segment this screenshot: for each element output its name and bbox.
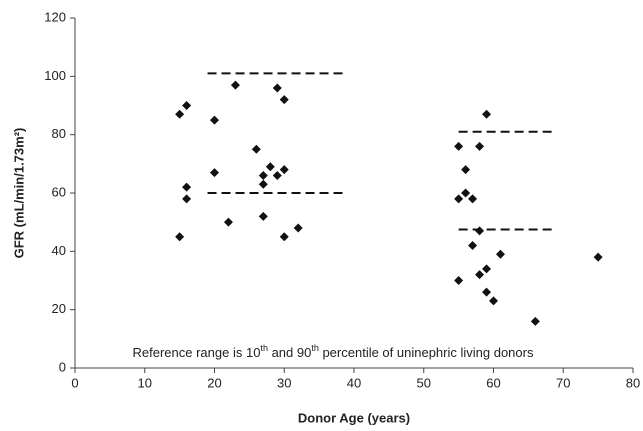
annotation-part: percentile of uninephric living donors — [319, 345, 534, 360]
data-point — [272, 83, 282, 93]
data-point — [223, 217, 233, 227]
data-point — [461, 188, 471, 198]
y-tick-label: 60 — [52, 184, 66, 199]
y-tick-label: 120 — [44, 9, 66, 24]
data-point — [279, 95, 289, 105]
data-point — [258, 179, 268, 189]
data-point — [265, 162, 275, 172]
data-point — [251, 144, 261, 154]
data-point — [495, 249, 505, 259]
data-point — [482, 287, 492, 297]
data-point — [475, 226, 485, 236]
data-point — [279, 165, 289, 175]
y-tick-label: 100 — [44, 68, 66, 83]
annotation-part: th — [260, 343, 268, 353]
y-tick-label: 0 — [59, 359, 66, 374]
x-tick-label: 10 — [138, 375, 152, 390]
data-point — [182, 194, 192, 204]
data-point — [258, 211, 268, 221]
data-point — [182, 182, 192, 192]
x-tick-label: 20 — [207, 375, 221, 390]
data-point — [489, 296, 498, 306]
data-point — [593, 252, 603, 262]
data-point — [293, 223, 303, 233]
x-tick-label: 70 — [556, 375, 570, 390]
annotation: Reference range is 10th and 90th percent… — [133, 343, 534, 360]
data-point — [175, 109, 185, 119]
data-point — [258, 171, 268, 180]
data-point — [272, 171, 282, 180]
data-point — [468, 241, 478, 250]
x-tick-label: 80 — [626, 375, 640, 390]
annotation-part: and 90 — [268, 345, 311, 360]
x-tick-label: 60 — [486, 375, 500, 390]
data-point — [210, 168, 219, 178]
x-axis-title: Donor Age (years) — [298, 410, 410, 425]
y-axis-title: GFR (mL/min/1.73m²) — [11, 128, 26, 259]
data-point — [468, 194, 478, 204]
x-tick-label: 30 — [277, 375, 291, 390]
data-point — [454, 141, 464, 151]
y-tick-label: 80 — [52, 126, 66, 141]
x-tick-label: 40 — [347, 375, 361, 390]
data-point — [454, 276, 464, 285]
x-tick-label: 0 — [71, 375, 78, 390]
data-point — [454, 194, 464, 204]
annotation-part: th — [311, 343, 319, 353]
x-tick-label: 50 — [417, 375, 431, 390]
data-point — [230, 80, 240, 90]
data-point — [482, 109, 492, 119]
data-point — [482, 264, 492, 274]
annotation-part: Reference range is 10 — [133, 345, 261, 360]
data-point — [210, 115, 219, 125]
data-point — [461, 165, 471, 175]
y-tick-label: 40 — [52, 243, 66, 258]
data-point — [530, 316, 540, 326]
y-tick-label: 20 — [52, 301, 66, 316]
data-point — [279, 232, 289, 242]
data-point — [175, 232, 185, 242]
data-point — [475, 141, 485, 151]
data-point — [475, 270, 485, 280]
data-point — [182, 101, 192, 110]
